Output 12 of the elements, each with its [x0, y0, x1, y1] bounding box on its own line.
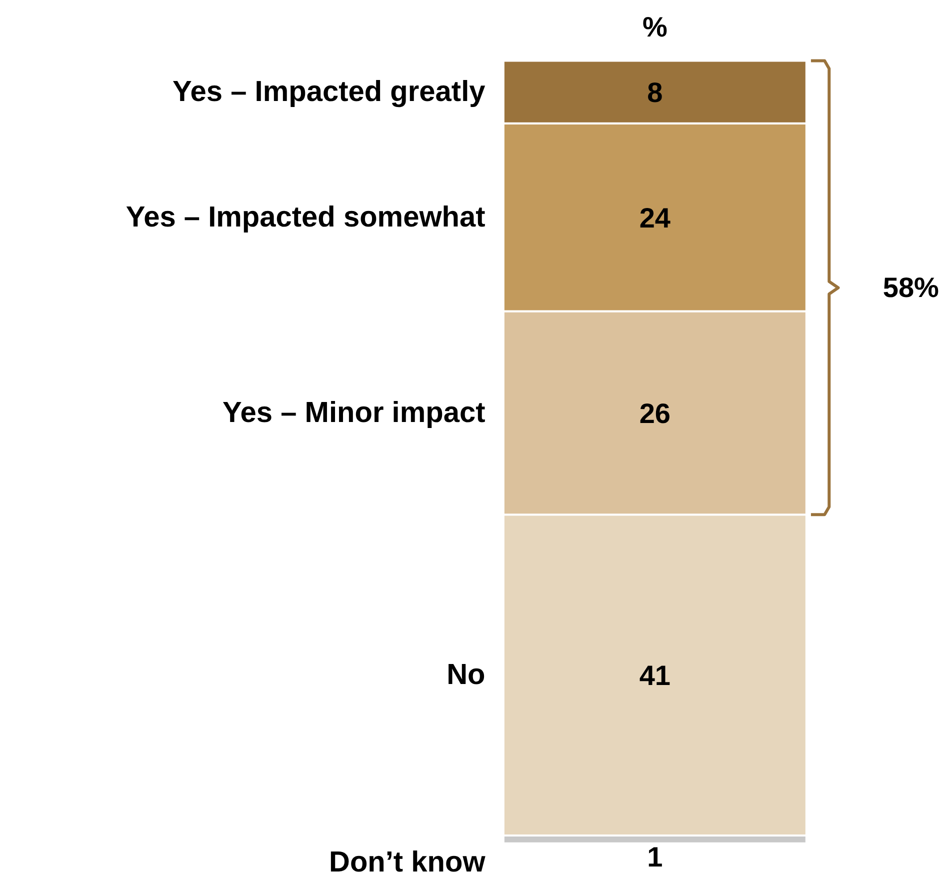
data-label: 26: [639, 398, 671, 429]
chart-title: %: [642, 12, 668, 43]
series-label: Yes – Minor impact: [222, 396, 486, 429]
series-label: Yes – Impacted somewhat: [126, 201, 486, 234]
data-label: 1: [647, 842, 663, 872]
series-label: Yes – Impacted greatly: [172, 76, 486, 108]
data-label: 24: [639, 202, 671, 234]
series-label: No: [446, 659, 486, 692]
text: 58%: [882, 272, 940, 304]
data-label: 8: [647, 77, 663, 108]
data-label: 41: [639, 660, 671, 692]
series-label: Don’t know: [329, 846, 486, 878]
